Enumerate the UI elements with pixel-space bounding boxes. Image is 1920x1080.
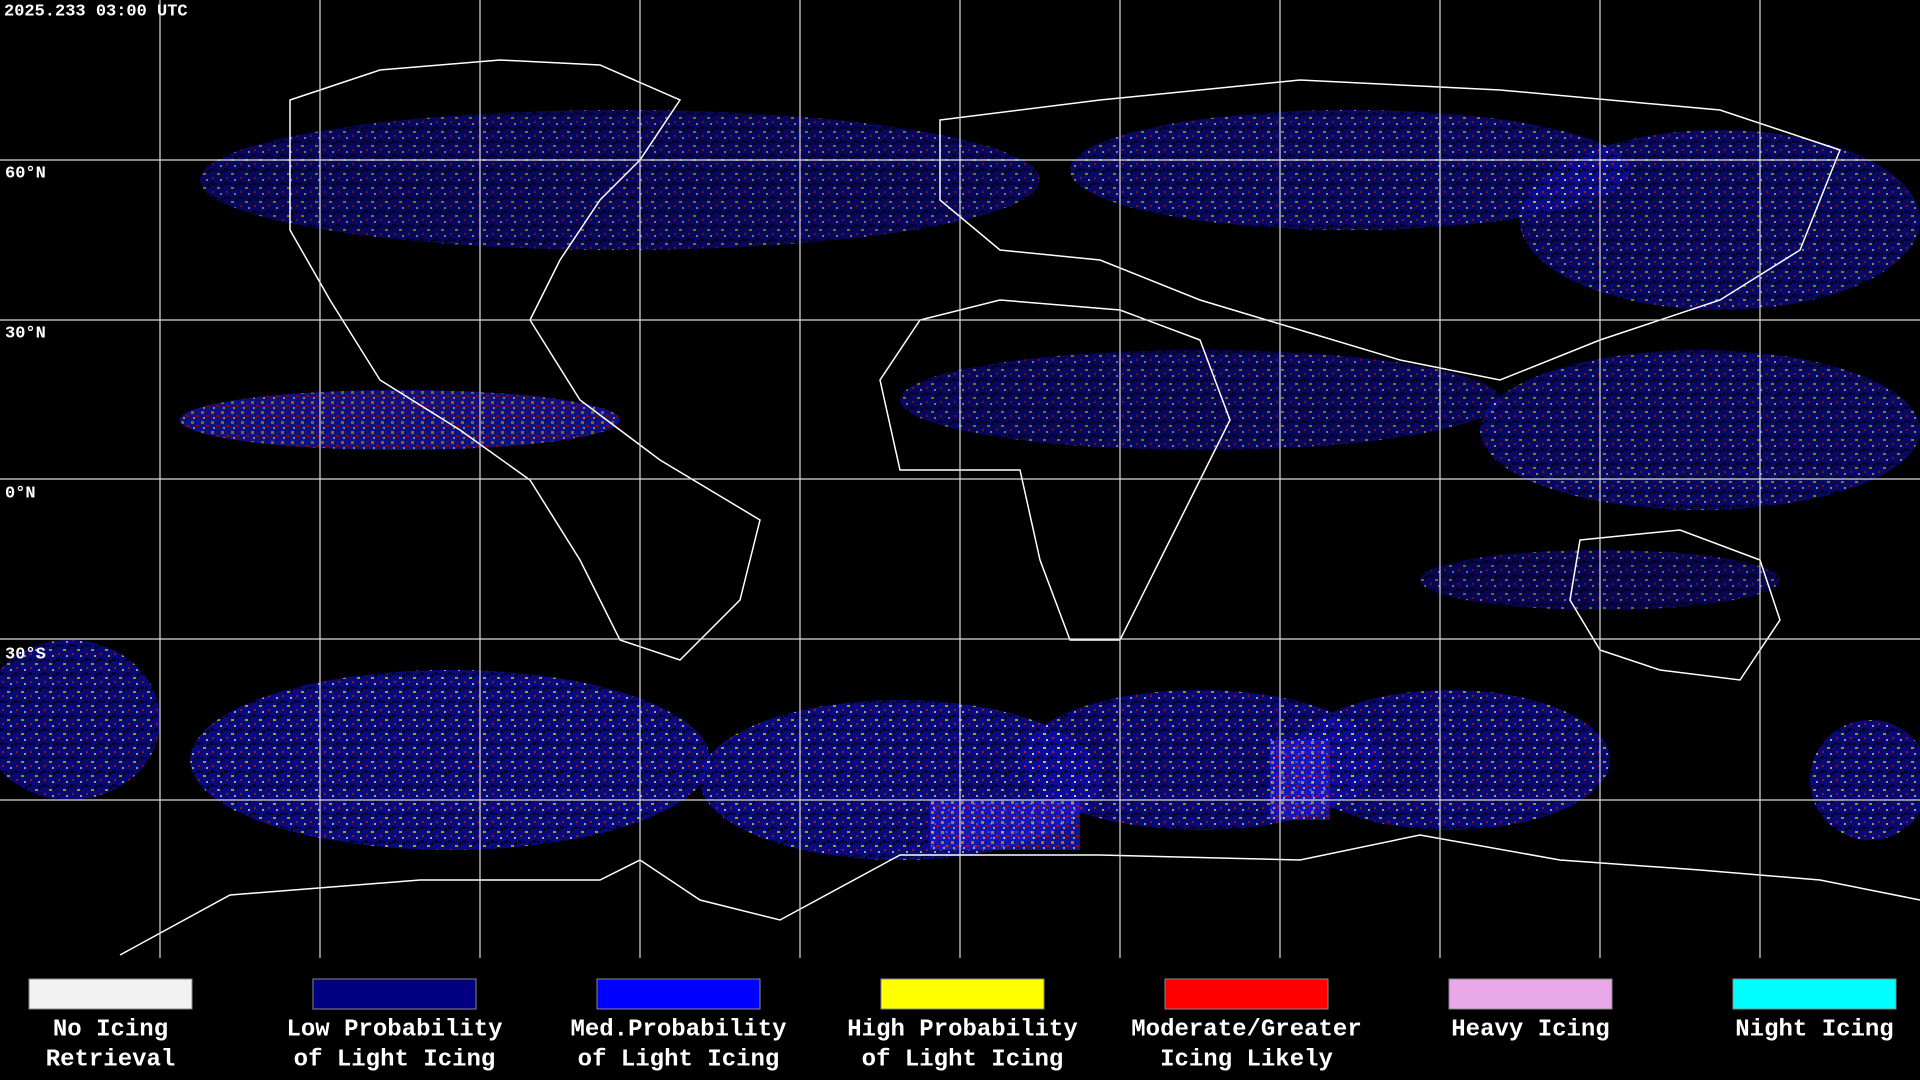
- legend-label: High Probability: [847, 1016, 1077, 1043]
- legend-label: No Icing: [53, 1016, 168, 1043]
- legend: No Icing Retrieval Low Probability of Light…: [28, 978, 1897, 1073]
- legend-label: of Light Icing: [294, 1046, 496, 1073]
- latitude-label: 30°N: [5, 324, 46, 343]
- legend-swatch: [880, 978, 1045, 1010]
- legend-item: High Probability of Light Icing: [847, 978, 1078, 1073]
- legend-item: Moderate/Greater Icing Likely: [1131, 978, 1362, 1073]
- legend-label: Low Probability: [286, 1016, 502, 1043]
- legend-label: of Light Icing: [862, 1046, 1064, 1073]
- legend-label: Heavy Icing: [1451, 1016, 1609, 1043]
- legend-swatch: [1164, 978, 1329, 1010]
- legend-swatch: [312, 978, 477, 1010]
- legend-background: [0, 958, 1920, 1080]
- legend-item: Low Probability of Light Icing: [286, 978, 503, 1073]
- latitude-label: 30°S: [5, 645, 46, 664]
- legend-item: Heavy Icing: [1448, 978, 1613, 1043]
- legend-swatch: [1732, 978, 1897, 1010]
- legend-swatch: [1448, 978, 1613, 1010]
- latitude-label: 0°N: [5, 484, 36, 503]
- legend-swatch: [28, 978, 193, 1010]
- legend-label: Night Icing: [1735, 1016, 1893, 1043]
- legend-swatch: [596, 978, 761, 1010]
- legend-label: Icing Likely: [1160, 1046, 1333, 1073]
- legend-label: of Light Icing: [578, 1046, 780, 1073]
- legend-item: No Icing Retrieval: [28, 978, 193, 1073]
- graticule: [0, 0, 1920, 958]
- legend-label: Moderate/Greater: [1131, 1016, 1361, 1043]
- latitude-label: 60°N: [5, 164, 46, 183]
- legend-item: Night Icing: [1732, 978, 1897, 1043]
- timestamp: 2025.233 03:00 UTC: [4, 2, 188, 21]
- legend-label: Retrieval: [46, 1046, 176, 1073]
- legend-label: Med.Probability: [570, 1016, 786, 1043]
- legend-item: Med.Probability of Light Icing: [570, 978, 787, 1073]
